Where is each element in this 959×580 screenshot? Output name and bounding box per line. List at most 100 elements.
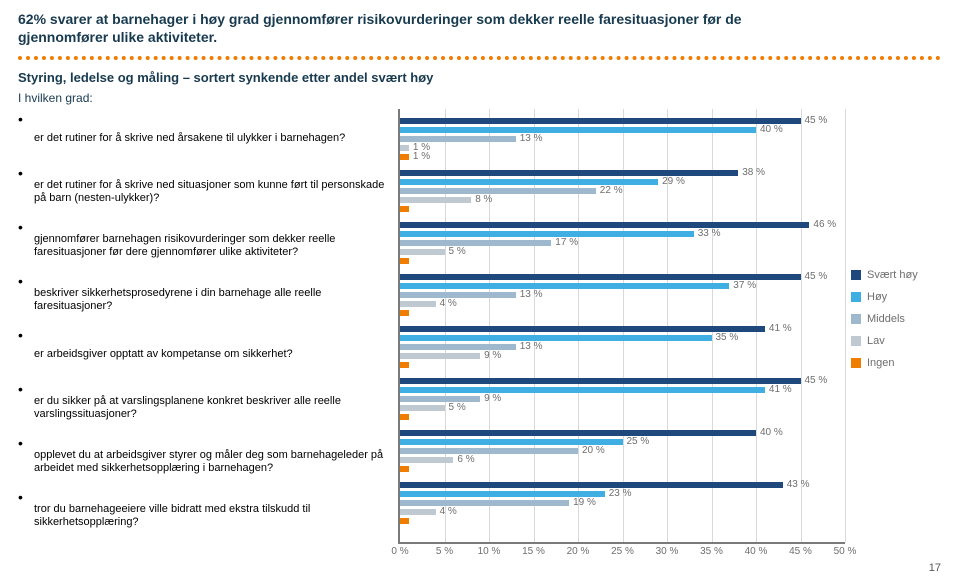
bar-value-label: 46 %: [813, 219, 836, 230]
x-tick-label: 0 %: [391, 546, 408, 557]
bar-lav: 9 %: [400, 353, 480, 359]
bar-middels: 20 %: [400, 448, 578, 454]
legend-item: Middels: [851, 313, 941, 325]
question-text: tror du barnehageeiere ville bidratt med…: [34, 503, 398, 531]
page-number: 17: [929, 562, 941, 574]
x-tick-label: 5 %: [436, 546, 453, 557]
bar-lav: 8 %: [400, 197, 471, 203]
bar-ingen: 1 %: [400, 154, 409, 160]
question-item: er det rutiner for å skrive ned situasjo…: [18, 165, 398, 219]
bar-value-label: 4 %: [440, 506, 457, 517]
main-row: er det rutiner for å skrive ned årsakene…: [18, 109, 941, 544]
x-axis: 0 %5 %10 %15 %20 %25 %30 %35 %40 %45 %50…: [400, 542, 845, 562]
bar-svart_hoy: 46 %: [400, 222, 809, 228]
bar-group: 46 %33 %17 %5 %1 %: [400, 222, 845, 264]
question-text: er arbeidsgiver opptatt av kompetanse om…: [34, 348, 293, 362]
bar-value-label: 5 %: [449, 402, 466, 413]
legend-swatch: [851, 270, 861, 280]
bar-value-label: 4 %: [440, 298, 457, 309]
legend-swatch: [851, 292, 861, 302]
bar-ingen: 1 %: [400, 518, 409, 524]
x-tick-label: 15 %: [522, 546, 545, 557]
bar-value-label: 45 %: [805, 375, 828, 386]
bar-value-label: 45 %: [805, 115, 828, 126]
bar-group: 45 %37 %13 %4 %1 %: [400, 274, 845, 316]
bar-value-label: 22 %: [600, 185, 623, 196]
bar-value-label: 25 %: [627, 436, 650, 447]
bar-value-label: 37 %: [733, 280, 756, 291]
legend-item: Ingen: [851, 357, 941, 369]
bar-hoy: 41 %: [400, 387, 765, 393]
bar-group: 41 % 35 %13 % 9 % 1 %: [400, 326, 845, 368]
question-list: er det rutiner for å skrive ned årsakene…: [18, 109, 398, 544]
bar-value-label: 40 %: [760, 427, 783, 438]
question-text: opplevet du at arbeidsgiver styrer og må…: [34, 449, 398, 477]
bar-ingen: 1 %: [400, 414, 409, 420]
bar-value-label: 9 %: [484, 393, 501, 404]
bar-group: 45 % 40 % 13 % 1 % 1 %: [400, 118, 845, 160]
bar-lav: 6 %: [400, 457, 453, 463]
bar-group: 45 %41 %9 %5 %1 %: [400, 378, 845, 420]
bar-group: 38 %29 %22 %8 %1 %: [400, 170, 845, 212]
bar-lav: 4 %: [400, 301, 436, 307]
bar-middels: 19 %: [400, 500, 569, 506]
question-item: tror du barnehageeiere ville bidratt med…: [18, 489, 398, 543]
question-item: opplevet du at arbeidsgiver styrer og må…: [18, 435, 398, 489]
legend-label: Svært høy: [867, 269, 918, 281]
bar-value-label: 19 %: [573, 497, 596, 508]
bar-value-label: 45 %: [805, 271, 828, 282]
question-item: beskriver sikkerhetsprosedyrene i din ba…: [18, 273, 398, 327]
grid-line: [845, 109, 846, 542]
bar-value-label: 23 %: [609, 488, 632, 499]
bar-svart_hoy: 41 %: [400, 326, 765, 332]
bar-ingen: 1 %: [400, 466, 409, 472]
bar-value-label: 41 %: [769, 323, 792, 334]
bar-middels: 13 %: [400, 292, 516, 298]
bar-lav: 5 %: [400, 249, 445, 255]
x-tick-label: 40 %: [745, 546, 768, 557]
bar-svart_hoy: 40 %: [400, 430, 756, 436]
question-text: er du sikker på at varslingsplanene konk…: [34, 395, 398, 423]
bar-value-label: 43 %: [787, 479, 810, 490]
x-tick-label: 30 %: [656, 546, 679, 557]
legend-swatch: [851, 358, 861, 368]
question-item: gjennomfører barnehagen risikovurderinge…: [18, 219, 398, 273]
x-tick-label: 50 %: [834, 546, 857, 557]
bar-middels: 9 %: [400, 396, 480, 402]
bar-ingen: 1 %: [400, 258, 409, 264]
bar-group: 43 %23 %19 %4 %1 %: [400, 482, 845, 524]
bar-lav: 4 %: [400, 509, 436, 515]
x-tick-label: 35 %: [700, 546, 723, 557]
legend-item: Svært høy: [851, 269, 941, 281]
bar-value-label: 13 %: [520, 341, 543, 352]
bar-ingen: 1 %: [400, 310, 409, 316]
bar-value-label: 33 %: [698, 228, 721, 239]
plot-area: 0 %5 %10 %15 %20 %25 %30 %35 %40 %45 %50…: [398, 109, 845, 544]
bar-svart_hoy: 38 %: [400, 170, 738, 176]
bar-value-label: 13 %: [520, 133, 543, 144]
legend-label: Middels: [867, 313, 905, 325]
bar-svart_hoy: 43 %: [400, 482, 783, 488]
x-tick-label: 25 %: [611, 546, 634, 557]
bar-hoy: 37 %: [400, 283, 729, 289]
bar-value-label: 38 %: [742, 167, 765, 178]
chart-subtitle: Styring, ledelse og måling – sortert syn…: [18, 70, 941, 85]
bar-value-label: 1 %: [413, 151, 430, 162]
question-item: er du sikker på at varslingsplanene konk…: [18, 381, 398, 435]
bar-svart_hoy: 45 %: [400, 378, 801, 384]
bar-hoy: 33 %: [400, 231, 694, 237]
question-text: gjennomfører barnehagen risikovurderinge…: [34, 233, 398, 261]
question-text: er det rutiner for å skrive ned situasjo…: [34, 179, 398, 207]
chart-area: 0 %5 %10 %15 %20 %25 %30 %35 %40 %45 %50…: [398, 109, 941, 544]
bar-middels: 17 %: [400, 240, 551, 246]
bar-middels: 22 %: [400, 188, 596, 194]
bar-value-label: 41 %: [769, 384, 792, 395]
x-tick-label: 45 %: [789, 546, 812, 557]
bar-value-label: 40 %: [760, 124, 783, 135]
question-text: beskriver sikkerhetsprosedyrene i din ba…: [34, 287, 398, 315]
bar-value-label: 29 %: [662, 176, 685, 187]
bar-ingen: 1 %: [400, 362, 409, 368]
bar-group: 40 %25 %20 %6 %1 %: [400, 430, 845, 472]
bar-hoy: 35 %: [400, 335, 712, 341]
bar-value-label: 13 %: [520, 289, 543, 300]
